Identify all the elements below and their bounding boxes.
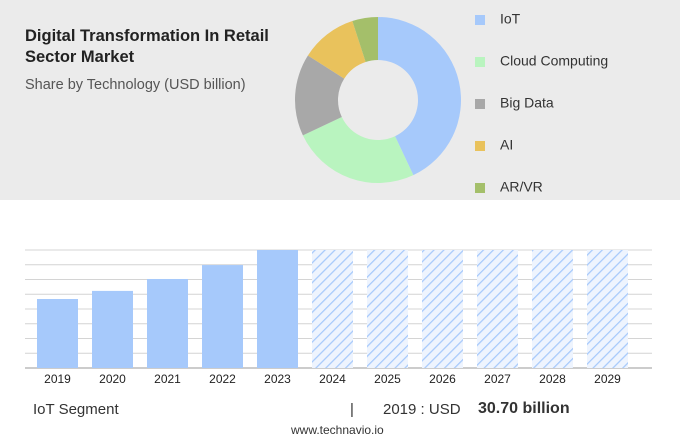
legend-label: AI: [500, 137, 513, 153]
bar: [37, 298, 78, 368]
footer-separator: |: [350, 401, 354, 418]
x-tick-label: 2020: [99, 372, 126, 386]
legend-marker: [475, 183, 485, 193]
forecast-bar: [422, 250, 463, 368]
donut-segment: [378, 17, 461, 176]
x-tick-label: 2023: [264, 372, 291, 386]
legend-label: AR/VR: [500, 179, 543, 195]
x-tick-label: 2021: [154, 372, 181, 386]
legend-marker: [475, 99, 485, 109]
legend-label: Cloud Computing: [500, 53, 608, 69]
chart-title: Digital Transformation In Retail Sector …: [25, 27, 269, 66]
x-tick-label: 2027: [484, 372, 511, 386]
forecast-bar: [312, 250, 353, 368]
website: www.technavio.io: [291, 423, 384, 437]
donut-segment: [352, 17, 378, 62]
forecast-bar: [477, 250, 518, 368]
legend-marker: [475, 141, 485, 151]
donut-segment: [307, 21, 366, 79]
bar: [202, 265, 243, 368]
footer-value: 30.70 billion: [478, 400, 570, 417]
legend-marker: [475, 15, 485, 25]
forecast-bar: [587, 250, 628, 368]
x-tick-label: 2028: [539, 372, 566, 386]
forecast-bar: [532, 250, 573, 368]
x-tick-label: 2026: [429, 372, 456, 386]
forecast-bar: [367, 250, 408, 368]
x-tick-label: 2022: [209, 372, 236, 386]
legend-marker: [475, 57, 485, 67]
footer-segment: IoT Segment: [33, 401, 119, 418]
x-tick-label: 2024: [319, 372, 346, 386]
donut-segment: [295, 55, 345, 136]
legend-label: IoT: [500, 11, 521, 27]
chart-subtitle: Share by Technology (USD billion): [25, 77, 246, 93]
bar: [257, 250, 298, 368]
donut-segment: [302, 117, 414, 184]
bar: [147, 278, 188, 368]
legend-label: Big Data: [500, 95, 554, 111]
bar: [92, 290, 133, 368]
x-tick-label: 2019: [44, 372, 71, 386]
footer-year: 2019 : USD: [383, 401, 461, 418]
x-tick-label: 2029: [594, 372, 621, 386]
x-tick-label: 2025: [374, 372, 401, 386]
